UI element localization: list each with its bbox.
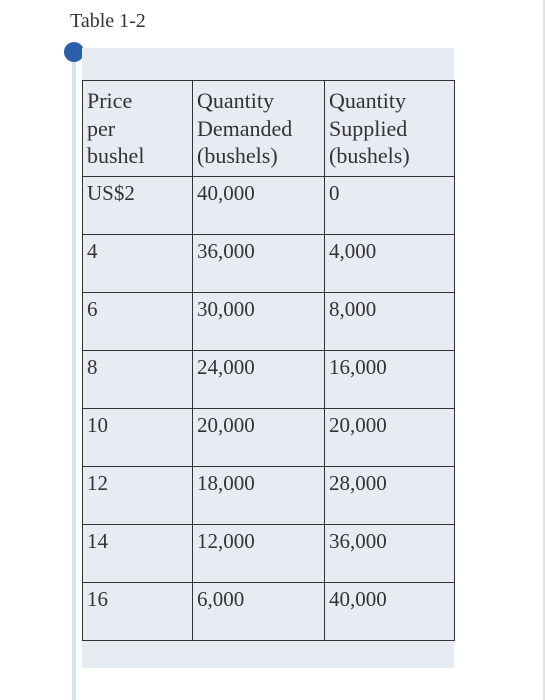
data-table: Price per bushel Quantity Demanded (bush… xyxy=(82,80,455,641)
cell-qty-supplied: 16,000 xyxy=(325,350,455,408)
cell-price: 16 xyxy=(83,582,193,640)
table-row: 4 36,000 4,000 xyxy=(83,234,455,292)
table-panel: Price per bushel Quantity Demanded (bush… xyxy=(82,48,454,668)
cell-qty-demanded: 40,000 xyxy=(193,176,325,234)
cell-qty-demanded: 30,000 xyxy=(193,292,325,350)
cell-qty-supplied: 20,000 xyxy=(325,408,455,466)
cell-qty-supplied: 0 xyxy=(325,176,455,234)
col-header-line: bushel xyxy=(87,143,144,168)
table-row: 12 18,000 28,000 xyxy=(83,466,455,524)
cell-qty-demanded: 24,000 xyxy=(193,350,325,408)
cell-qty-demanded: 12,000 xyxy=(193,524,325,582)
cell-qty-demanded: 20,000 xyxy=(193,408,325,466)
cell-qty-supplied: 8,000 xyxy=(325,292,455,350)
cell-qty-demanded: 36,000 xyxy=(193,234,325,292)
col-header-line: (bushels) xyxy=(197,143,278,168)
cell-qty-demanded: 6,000 xyxy=(193,582,325,640)
timeline-dot xyxy=(64,42,84,62)
table-row: 8 24,000 16,000 xyxy=(83,350,455,408)
table-row: 16 6,000 40,000 xyxy=(83,582,455,640)
col-header-qty-supplied: Quantity Supplied (bushels) xyxy=(325,81,455,177)
col-header-line: Demanded xyxy=(197,116,292,141)
cell-qty-supplied: 4,000 xyxy=(325,234,455,292)
col-header-line: Price xyxy=(87,88,132,113)
table-row: US$2 40,000 0 xyxy=(83,176,455,234)
col-header-line: (bushels) xyxy=(329,143,410,168)
col-header-line: per xyxy=(87,116,115,141)
col-header-qty-demanded: Quantity Demanded (bushels) xyxy=(193,81,325,177)
cell-price: 14 xyxy=(83,524,193,582)
cell-qty-supplied: 40,000 xyxy=(325,582,455,640)
cell-price: 8 xyxy=(83,350,193,408)
cell-qty-supplied: 36,000 xyxy=(325,524,455,582)
cell-price: 6 xyxy=(83,292,193,350)
table-row: 10 20,000 20,000 xyxy=(83,408,455,466)
table-row: 6 30,000 8,000 xyxy=(83,292,455,350)
cell-price: 12 xyxy=(83,466,193,524)
table-row: 14 12,000 36,000 xyxy=(83,524,455,582)
header-row: Price per bushel Quantity Demanded (bush… xyxy=(83,81,455,177)
col-header-line: Supplied xyxy=(329,116,407,141)
cell-price: 10 xyxy=(83,408,193,466)
cell-price: 4 xyxy=(83,234,193,292)
col-header-line: Quantity xyxy=(197,88,274,113)
timeline-bar xyxy=(72,52,76,700)
cell-price: US$2 xyxy=(83,176,193,234)
col-header-line: Quantity xyxy=(329,88,406,113)
cell-qty-demanded: 18,000 xyxy=(193,466,325,524)
col-header-price: Price per bushel xyxy=(83,81,193,177)
table-title: Table 1-2 xyxy=(70,10,146,33)
cell-qty-supplied: 28,000 xyxy=(325,466,455,524)
